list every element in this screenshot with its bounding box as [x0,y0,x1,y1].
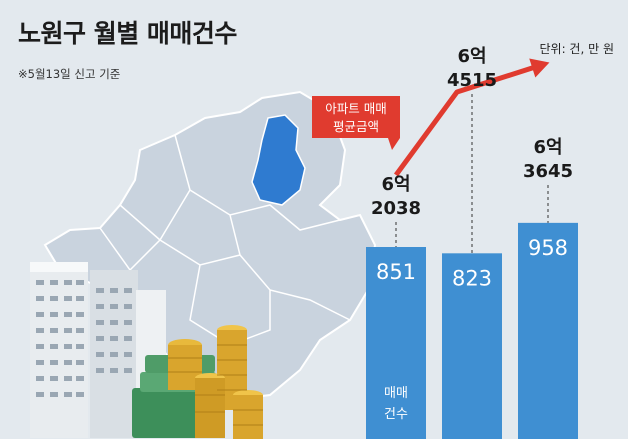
annotation-pointer [388,138,400,150]
price-label-1-line1: 6억 [381,174,410,195]
bar-value-label-2: 823 [452,266,492,290]
bar-value-label-3: 958 [528,236,568,260]
money-coins-illustration [132,325,263,439]
bar-2 [442,253,502,439]
unit-label: 단위: 건, 만 원 [539,42,614,56]
price-labels: 6억 2038 6억 4515 6억 3645 [371,46,573,219]
bar-3 [518,222,578,439]
chart-title: 노원구 월별 매매건수 [18,19,237,48]
price-label-3-line1: 6억 [533,137,562,158]
price-trend-polyline [393,63,539,177]
annotation-line2: 평균금액 [333,119,379,134]
annotation-line1: 아파트 매매 [325,101,386,116]
nowon-district-highlight [251,114,306,206]
price-label-1-line2: 2038 [371,198,421,219]
bar-group: 851 823 958 [366,222,578,439]
bar-legend-line2: 건수 [384,407,408,422]
price-label-2-line1: 6억 [457,46,486,67]
price-label-2-line2: 4515 [447,70,497,91]
price-trend-arrowhead [529,58,550,78]
price-label-3-line2: 3645 [523,161,573,182]
leader-lines [395,94,549,254]
price-annotation-callout: 아파트 매매 평균금액 [312,96,400,150]
price-trend-line [393,58,550,177]
bar-value-label-1: 851 [376,260,416,284]
bar-legend-line1: 매매 [384,386,408,401]
annotation-box [312,96,400,138]
chart-note: ※5월13일 신고 기준 [18,67,121,81]
bar-1 [366,247,426,439]
